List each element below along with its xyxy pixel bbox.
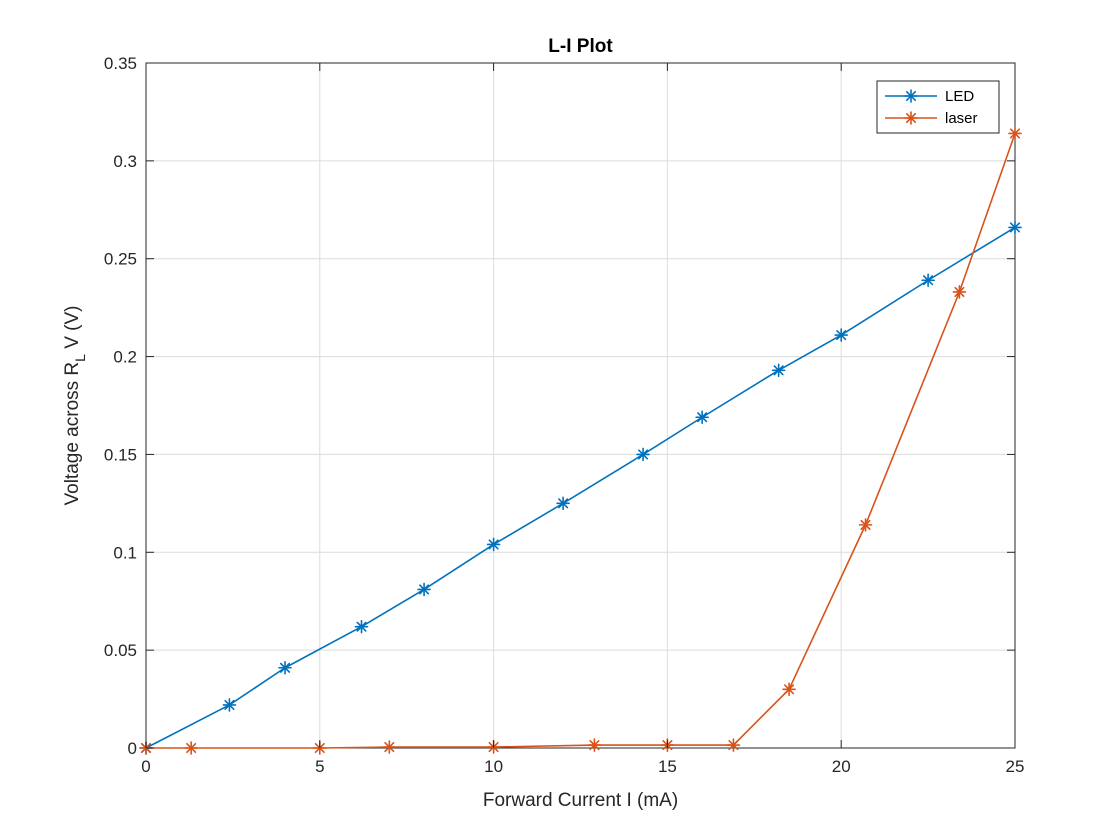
legend-marker-led — [904, 89, 918, 103]
data-point-laser — [726, 738, 741, 752]
data-point-led — [1008, 220, 1022, 235]
x-tick-label: 20 — [832, 757, 851, 776]
legend-entries: LED laser — [885, 88, 978, 127]
data-point-led — [486, 537, 501, 552]
data-point-laser — [382, 740, 397, 754]
axis-ticks: 0 5 10 15 20 25 0 0.05 0.1 0.15 0.2 0.25 0.3 0.35 — [104, 54, 1025, 776]
data-point-laser — [782, 682, 796, 697]
data-point-led — [354, 619, 369, 634]
plot-area — [145, 62, 1016, 749]
data-point-led — [278, 660, 292, 675]
chart-title: L-I Plot — [548, 36, 613, 57]
data-point-led — [695, 410, 709, 425]
data-point-laser — [587, 738, 602, 752]
y-tick-label: 0.05 — [104, 641, 137, 660]
data-point-led — [636, 447, 650, 462]
x-tick-label: 10 — [484, 757, 503, 776]
data-point-led — [417, 582, 431, 597]
y-axis-label-subscript: L — [72, 354, 88, 362]
x-tick-label: 5 — [315, 757, 324, 776]
legend-label-laser: laser — [945, 110, 978, 127]
y-tick-label: 0.2 — [113, 348, 137, 367]
data-point-laser — [952, 285, 967, 299]
grid-lines — [146, 63, 1015, 748]
y-axis-label-prefix: Voltage across R — [62, 362, 83, 506]
y-tick-label: 0.1 — [113, 543, 137, 562]
legend-marker-laser — [904, 111, 918, 125]
series-line-laser — [146, 133, 1016, 749]
legend-entry-laser: laser — [885, 110, 978, 127]
y-tick-label: 0.3 — [113, 152, 137, 171]
legend-box — [876, 80, 1000, 134]
y-axis-label: Voltage across RL V (V) — [62, 306, 88, 506]
legend-entry-led: LED — [885, 88, 974, 105]
data-point-led — [834, 328, 849, 342]
data-point-led — [771, 363, 786, 378]
legend: LED laser — [876, 80, 1000, 134]
legend-label-led: LED — [945, 88, 974, 105]
x-tick-label: 0 — [141, 757, 150, 776]
data-point-laser — [1008, 126, 1022, 141]
x-axis-label: Forward Current I (mA) — [483, 790, 678, 811]
data-point-laser — [184, 741, 198, 755]
data-point-led — [222, 698, 237, 712]
x-tick-label: 25 — [1006, 757, 1025, 776]
y-tick-label: 0.25 — [104, 250, 137, 269]
y-axis-label-suffix: V (V) — [62, 306, 83, 355]
x-tick-label: 15 — [658, 757, 677, 776]
y-tick-label: 0.35 — [104, 54, 137, 73]
data-point-laser — [858, 518, 873, 532]
y-tick-label: 0.15 — [104, 445, 137, 464]
y-tick-label: 0 — [128, 739, 137, 758]
data-point-led — [921, 273, 935, 288]
data-point-led — [556, 496, 570, 511]
